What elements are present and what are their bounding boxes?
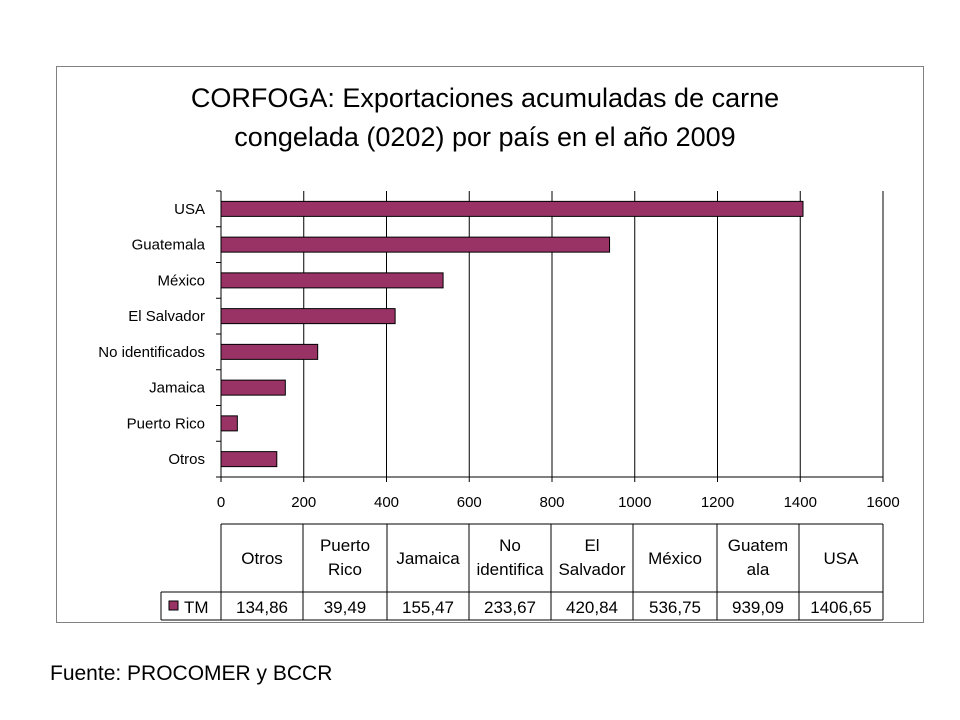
y-tick-label: El Salvador (128, 308, 205, 325)
table-header: Rico (328, 560, 362, 579)
table-value: 420,84 (566, 598, 618, 617)
table-header: ala (747, 560, 770, 579)
y-tick-label: México (157, 272, 205, 289)
table-header: México (648, 549, 702, 568)
y-tick-label: Guatemala (132, 237, 206, 254)
chart-svg: CORFOGA: Exportaciones acumuladas de car… (98, 83, 900, 621)
table-header: identifica (476, 560, 544, 579)
bar (220, 236, 611, 253)
table-value: 134,86 (236, 598, 288, 617)
table-header: USA (824, 549, 860, 568)
legend-label: TM (184, 598, 209, 617)
table-header: Otros (241, 549, 283, 568)
x-tick-label: 0 (217, 494, 225, 511)
table-value: 233,67 (484, 598, 536, 617)
bar (220, 415, 238, 432)
bar (220, 451, 278, 468)
table-header: Salvador (558, 560, 625, 579)
y-tick-label: Puerto Rico (127, 415, 205, 432)
chart-frame: CORFOGA: Exportaciones acumuladas de car… (56, 66, 924, 623)
table-header: Puerto (320, 536, 370, 555)
x-tick-label: 1200 (701, 494, 734, 511)
legend-key (168, 600, 179, 611)
table-header: Jamaica (396, 549, 460, 568)
table-header: No (499, 536, 521, 555)
y-tick-label: USA (174, 201, 205, 218)
bar (220, 379, 286, 396)
bar (220, 200, 804, 217)
x-tick-label: 1600 (866, 494, 899, 511)
x-tick-label: 1000 (618, 494, 651, 511)
table-value: 39,49 (324, 598, 367, 617)
x-tick-label: 600 (457, 494, 482, 511)
chart-title-line: CORFOGA: Exportaciones acumuladas de car… (191, 83, 779, 113)
x-tick-label: 1400 (784, 494, 817, 511)
x-tick-label: 400 (374, 494, 399, 511)
source-note: Fuente: PROCOMER y BCCR (50, 662, 333, 685)
table-header: Guatem (728, 536, 788, 555)
table-header: El (584, 536, 599, 555)
table-value: 536,75 (649, 598, 701, 617)
y-tick-label: No identificados (98, 344, 205, 361)
table-value: 1406,65 (810, 598, 871, 617)
bar (220, 308, 396, 325)
table-value: 155,47 (402, 598, 454, 617)
y-tick-label: Jamaica (149, 380, 206, 397)
bar (220, 272, 444, 289)
x-tick-label: 200 (291, 494, 316, 511)
y-tick-label: Otros (168, 451, 205, 468)
x-tick-label: 800 (539, 494, 564, 511)
table-value: 939,09 (732, 598, 784, 617)
chart-title-line: congelada (0202) por país en el año 2009 (234, 122, 735, 152)
bar (220, 343, 319, 360)
